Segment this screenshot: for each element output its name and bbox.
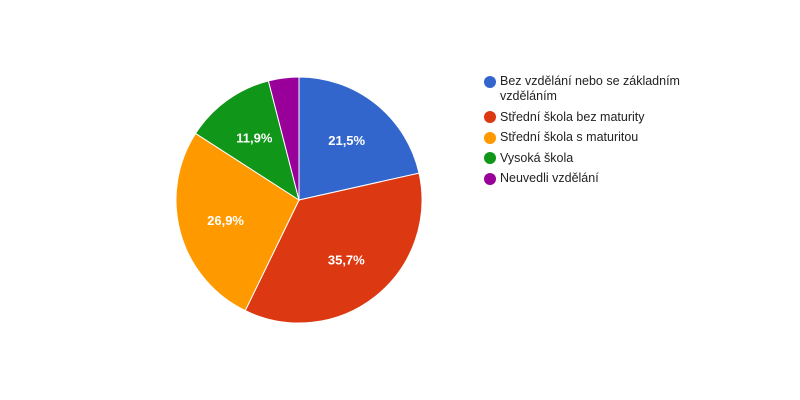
legend-item[interactable]: Neuvedli vzdělání — [484, 171, 714, 186]
legend-label: Neuvedli vzdělání — [500, 171, 599, 185]
slice-data-label: 11,9% — [236, 131, 273, 146]
pie-slice[interactable] — [244, 172, 423, 324]
legend-label: Střední škola s maturitou — [500, 130, 639, 144]
pie-slice[interactable] — [194, 80, 300, 202]
slice-data-label: 21,5% — [328, 133, 365, 148]
legend-item[interactable]: Střední škola s maturitou — [484, 130, 714, 145]
slice-data-label: 26,9% — [207, 213, 244, 228]
legend-label: Střední škola bez maturity — [500, 109, 645, 124]
pie-slice[interactable] — [175, 132, 300, 312]
legend-swatch — [484, 172, 496, 185]
legend-swatch — [484, 152, 496, 164]
legend-label: Vysoká škola — [500, 150, 574, 165]
legend-swatch — [484, 111, 496, 123]
legend-swatch — [484, 75, 496, 88]
pie-slice[interactable] — [298, 76, 420, 201]
legend-item[interactable]: Vysoká škola — [484, 151, 714, 166]
slice-data-label: 35,7% — [328, 252, 365, 267]
legend: Bez vzdělání nebo se základním vzděláním… — [484, 74, 714, 192]
legend-item[interactable]: Střední škola bez maturity — [484, 110, 714, 125]
legend-swatch — [484, 131, 496, 144]
pie-slice[interactable] — [267, 76, 300, 201]
legend-item[interactable]: Bez vzdělání nebo se základním vzděláním — [484, 74, 714, 104]
legend-label: Bez vzdělání nebo se základním vzděláním — [500, 74, 680, 103]
